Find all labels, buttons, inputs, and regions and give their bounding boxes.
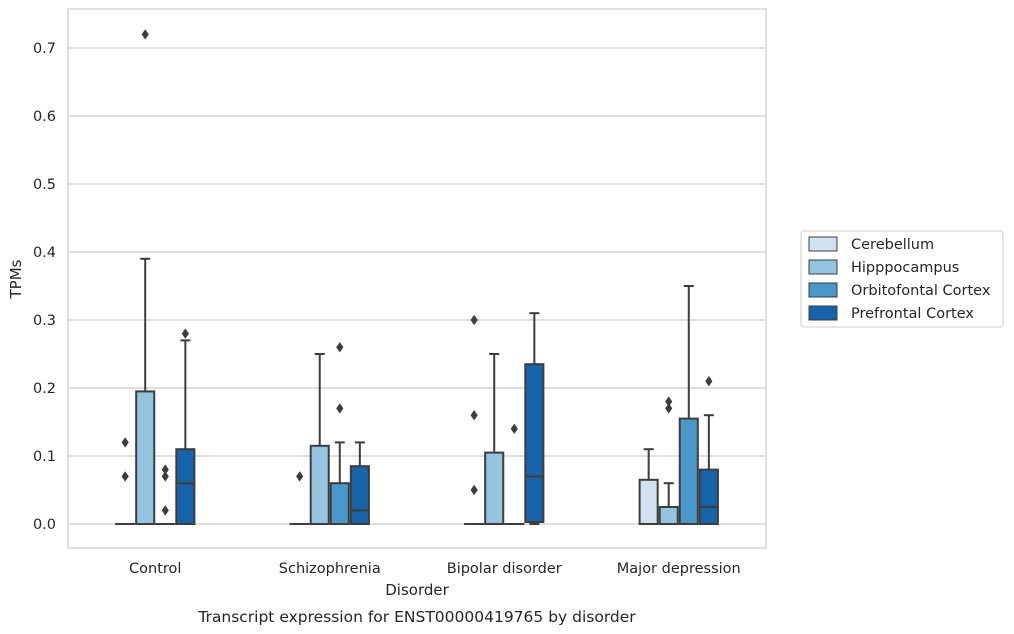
legend-swatch	[808, 282, 838, 298]
box	[175, 448, 196, 526]
box	[658, 506, 679, 525]
box-group	[504, 423, 525, 526]
outlier-point	[161, 464, 169, 475]
box-group	[638, 448, 659, 525]
y-tick-label: 0.7	[33, 41, 56, 57]
box	[329, 482, 350, 526]
outlier-point	[665, 396, 673, 407]
x-tick-label: Major depression	[617, 561, 741, 577]
box-group	[658, 396, 679, 525]
legend-frame	[800, 230, 1004, 328]
legend-label: Prefrontal Cortex	[851, 306, 974, 322]
x-tick-label: Bipolar disorder	[447, 561, 562, 577]
legend-label: Orbitofontal Cortex	[851, 283, 991, 299]
box	[524, 363, 545, 523]
plot-frame	[67, 8, 767, 549]
box-group	[678, 285, 699, 526]
box-group	[524, 312, 545, 525]
y-tick-label: 0.4	[33, 245, 56, 261]
outlier-point	[336, 403, 344, 414]
y-tick-label: 0.1	[33, 449, 56, 465]
outlier-point	[181, 328, 189, 339]
legend: Cerebellum Hipppocampus Orbitofontal Corte…	[800, 230, 1004, 328]
outlier-point	[470, 410, 478, 421]
outlier-point	[121, 437, 129, 448]
box-group	[349, 441, 370, 526]
box	[698, 468, 719, 526]
outlier-point	[121, 471, 129, 482]
outlier-point	[665, 403, 673, 414]
y-tick-label: 0.5	[33, 177, 56, 193]
legend-swatch	[808, 259, 838, 275]
box	[135, 390, 156, 525]
box	[309, 444, 330, 525]
box-group	[464, 314, 485, 526]
box-group	[698, 376, 719, 526]
y-tick-labels: 0.0 0.1 0.2 0.3 0.4 0.5 0.6 0.7	[33, 41, 56, 533]
plot-boxes	[115, 29, 719, 526]
box-group	[484, 353, 505, 526]
x-tick-labels: Control Schizophrenia Bipolar disorder Majo…	[129, 561, 741, 577]
chart-title: Transcript expression for ENST0000041976…	[197, 608, 636, 626]
x-tick-label: Control	[129, 561, 181, 577]
x-tick-label: Schizophrenia	[279, 561, 381, 577]
y-axis-label: TPMs	[7, 259, 25, 299]
box-group	[309, 353, 330, 525]
box-group	[329, 342, 350, 526]
grid-lines	[68, 47, 766, 525]
outlier-point	[161, 471, 169, 482]
y-tick-label: 0.3	[33, 313, 56, 329]
legend-label: Hipppocampus	[851, 260, 959, 276]
box-group	[115, 437, 136, 526]
box	[484, 451, 505, 526]
x-axis-label: Disorder	[385, 581, 449, 599]
outlier-point	[470, 484, 478, 496]
outlier-point	[141, 29, 149, 40]
outlier-point	[470, 314, 478, 326]
outlier-point	[296, 471, 304, 482]
outlier-point	[510, 423, 518, 434]
y-tick-label: 0.0	[33, 517, 56, 533]
outlier-point	[705, 376, 713, 387]
outlier-point	[336, 342, 344, 353]
box	[349, 465, 370, 526]
box-group	[135, 29, 156, 525]
box-group	[175, 328, 196, 526]
y-tick-label: 0.2	[33, 381, 56, 397]
box-group	[155, 464, 176, 526]
legend-label: Cerebellum	[851, 237, 934, 253]
box	[638, 478, 659, 525]
legend-swatch	[808, 305, 838, 321]
legend-swatch	[808, 236, 838, 252]
y-tick-label: 0.6	[33, 109, 56, 125]
box	[678, 417, 699, 526]
outlier-point	[161, 505, 169, 516]
box-group	[289, 471, 310, 526]
